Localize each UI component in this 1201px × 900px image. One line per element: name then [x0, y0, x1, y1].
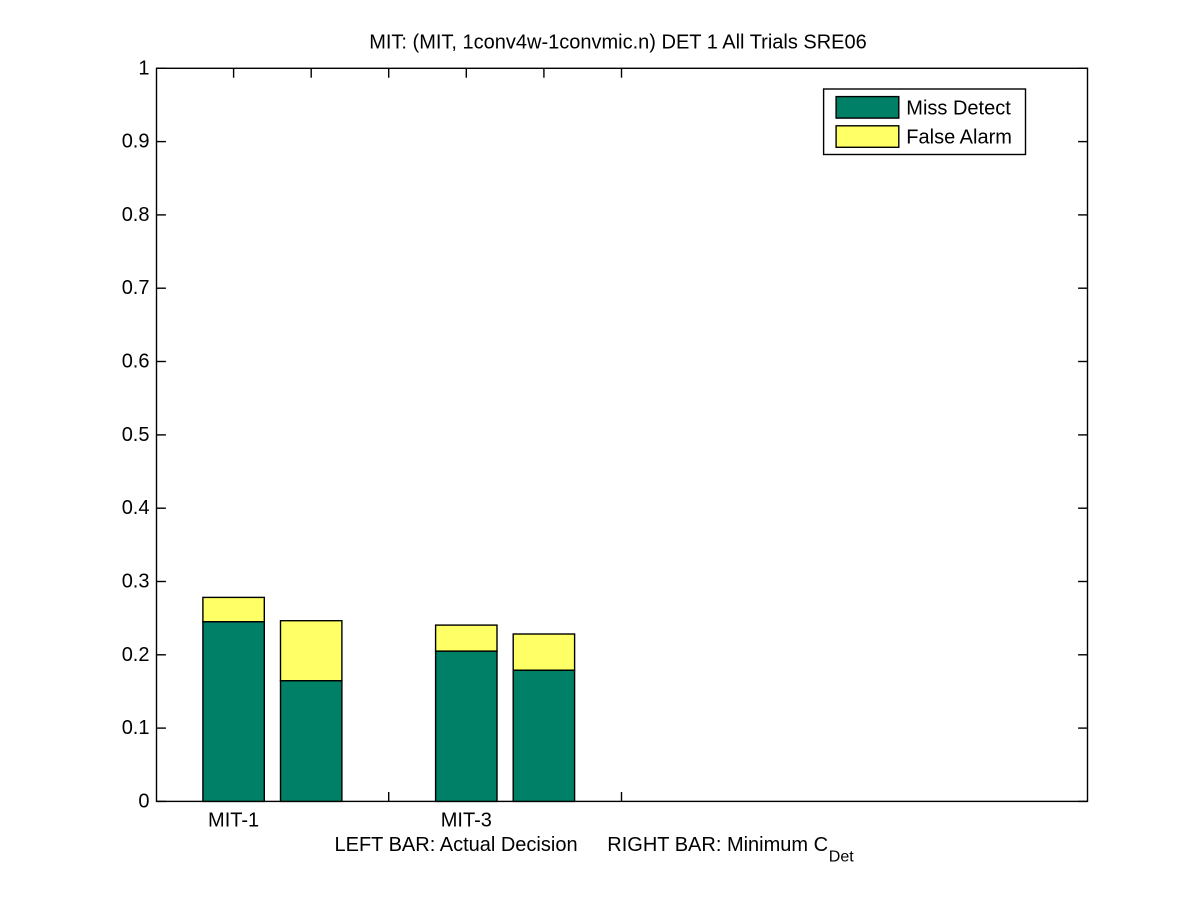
svg-text:0.3: 0.3: [122, 571, 150, 593]
svg-text:0.2: 0.2: [122, 644, 150, 666]
svg-text:0.7: 0.7: [122, 277, 150, 299]
svg-text:0.1: 0.1: [122, 717, 150, 739]
svg-text:Miss Detect: Miss Detect: [906, 98, 1011, 120]
svg-text:0.8: 0.8: [122, 204, 150, 226]
svg-text:0.9: 0.9: [122, 131, 150, 153]
svg-text:0: 0: [138, 790, 149, 812]
svg-text:LEFT BAR: Actual Decision: LEFT BAR: Actual Decision: [335, 834, 578, 856]
svg-text:MIT-1: MIT-1: [208, 810, 259, 832]
svg-text:0.4: 0.4: [122, 497, 150, 519]
svg-text:RIGHT BAR: Minimum C: RIGHT BAR: Minimum C: [607, 834, 828, 856]
svg-text:0.6: 0.6: [122, 351, 150, 373]
svg-text:1: 1: [138, 57, 149, 79]
svg-text:Det: Det: [829, 849, 854, 866]
svg-text:MIT: (MIT, 1conv4w-1convmic.n): MIT: (MIT, 1conv4w-1convmic.n) DET 1 All…: [369, 32, 867, 54]
svg-text:0.5: 0.5: [122, 424, 150, 446]
svg-text:False Alarm: False Alarm: [906, 127, 1012, 149]
svg-text:MIT-3: MIT-3: [441, 810, 492, 832]
